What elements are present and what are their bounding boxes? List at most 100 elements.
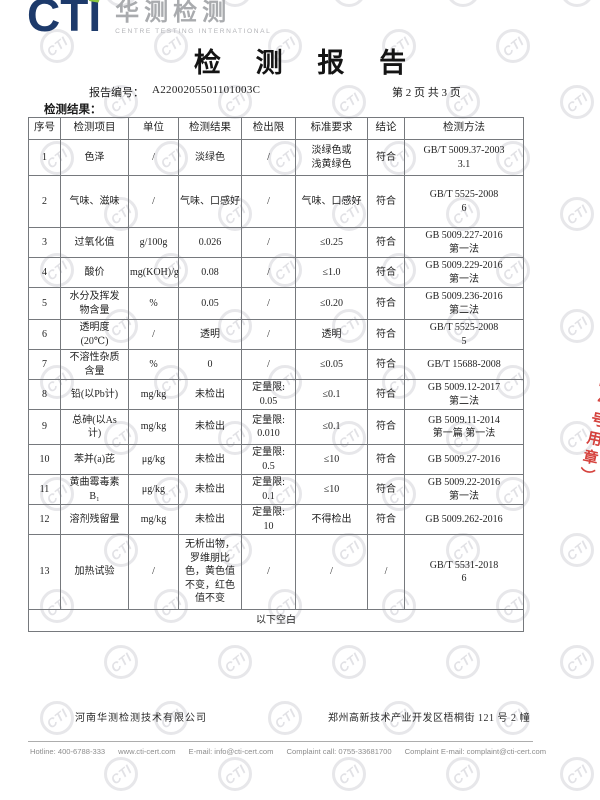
table-cell: / — [241, 257, 296, 288]
seam-seal-stamp: （有限4号用章） — [575, 333, 600, 489]
table-cell: 8 — [28, 379, 61, 410]
table-cell: / — [241, 319, 296, 350]
table-cell: 溶剂残留量 — [60, 504, 129, 535]
table-cell: / — [128, 139, 179, 176]
table-cell: GB/T 5525-2008 5 — [404, 319, 524, 350]
table-cell: 总砷(以As 计) — [60, 409, 129, 445]
table-cell: 透明 — [178, 319, 242, 350]
table-cell: % — [128, 287, 179, 320]
table-cell: / — [128, 319, 179, 350]
table-cell: GB/T 5009.37-2003 3.1 — [404, 139, 524, 176]
col-header-result: 检测结果 — [178, 117, 242, 140]
table-cell: 无析出物， 罗维朋比 色，黄色值 不变，红色 值不变 — [178, 534, 242, 610]
table-blank-note-row: 以下空白 — [28, 609, 524, 632]
contact-line: Hotline: 400-6788-333 www.cti-cert.com E-m… — [30, 747, 570, 756]
table-cell: 符合 — [367, 257, 405, 288]
table-row: 10 苯并(a)芘 μg/kg 未检出 定量限: 0.5 ≤10 符合 GB 5009.27-… — [28, 444, 524, 475]
table-cell: mg/kg — [128, 409, 179, 445]
table-cell: 10 — [28, 444, 61, 475]
col-header-item: 检测项目 — [60, 117, 129, 140]
table-cell: ≤0.1 — [295, 409, 368, 445]
table-cell: ≤10 — [295, 474, 368, 505]
col-header-detection-limit: 检出限 — [241, 117, 296, 140]
table-cell: 透明 — [295, 319, 368, 350]
table-cell: 符合 — [367, 474, 405, 505]
table-cell: / — [241, 349, 296, 380]
table-cell: 气味、口感好 — [295, 175, 368, 228]
table-cell: / — [128, 175, 179, 228]
table-cell: GB 5009.22-2016 第一法 — [404, 474, 524, 505]
table-cell: μg/kg — [128, 444, 179, 475]
table-cell: μg/kg — [128, 474, 179, 505]
cti-logo-english-name: CENTRE TESTING INTERNATIONAL — [115, 28, 272, 36]
table-cell: 0 — [178, 349, 242, 380]
table-cell: ≤0.25 — [295, 227, 368, 258]
table-cell: 苯并(a)芘 — [60, 444, 129, 475]
table-cell: 符合 — [367, 319, 405, 350]
contact-item: Complaint call: 0755-33681700 — [286, 747, 392, 756]
table-cell: g/100g — [128, 227, 179, 258]
table-cell: / — [367, 534, 405, 610]
table-cell: 2 — [28, 175, 61, 228]
table-cell: % — [128, 349, 179, 380]
table-cell: 过氧化值 — [60, 227, 129, 258]
company-name: 河南华测检测技术有限公司 — [75, 713, 207, 724]
table-cell: ≤0.20 — [295, 287, 368, 320]
col-header-method: 检测方法 — [404, 117, 524, 140]
table-cell: 加热试验 — [60, 534, 129, 610]
table-cell: 符合 — [367, 444, 405, 475]
results-section-label: 检测结果： — [44, 104, 102, 116]
footer-divider — [28, 741, 533, 742]
table-cell: 4 — [28, 257, 61, 288]
cti-logo: CTI 华测检测 CENTRE TESTING INTERNATIONAL — [27, 0, 271, 38]
table-cell: 酸价 — [60, 257, 129, 288]
table-cell: 未检出 — [178, 379, 242, 410]
table-cell: 淡绿色或 浅黄绿色 — [295, 139, 368, 176]
table-cell: GB/T 15688-2008 — [404, 349, 524, 380]
page-title: 检 测 报 告 — [193, 48, 421, 78]
col-header-index: 序号 — [28, 117, 61, 140]
table-cell: 未检出 — [178, 474, 242, 505]
table-cell: 符合 — [367, 349, 405, 380]
table-row: 9 总砷(以As 计) mg/kg 未检出 定量限: 0.010 ≤0.1 符合 GB 500… — [28, 409, 524, 445]
table-row: 6 透明度 (20℃) / 透明 / 透明 符合 GB/T 5525-2008 5 — [28, 319, 524, 350]
table-header-row: 序号 检测项目 单位 检测结果 检出限 标准要求 结论 检测方法 — [28, 117, 524, 140]
contact-item: Complaint E-mail: complaint@cti-cert.com — [404, 747, 547, 756]
cti-logo-chinese-name: 华测检测 — [115, 0, 232, 26]
table-cell: / — [241, 534, 296, 610]
table-cell: 符合 — [367, 287, 405, 320]
table-cell: 符合 — [367, 139, 405, 176]
cti-letters: CTI — [27, 0, 102, 41]
table-cell: mg/kg — [128, 504, 179, 535]
table-cell: GB/T 5531-2018 6 — [404, 534, 524, 610]
table-cell: ≤10 — [295, 444, 368, 475]
contact-item: Hotline: 400-6788-333 — [30, 747, 106, 756]
table-cell: GB 5009.11-2014 第一篇 第一法 — [404, 409, 524, 445]
table-row: 8 铅(以Pb计) mg/kg 未检出 定量限: 0.05 ≤0.1 符合 GB 5009.1… — [28, 379, 524, 410]
table-cell: 淡绿色 — [178, 139, 242, 176]
table-cell: / — [241, 287, 296, 320]
results-table: 序号 检测项目 单位 检测结果 检出限 标准要求 结论 检测方法 1 色泽 / 淡绿色… — [28, 117, 524, 632]
table-cell: ≤1.0 — [295, 257, 368, 288]
table-cell: 9 — [28, 409, 61, 445]
table-cell: 12 — [28, 504, 61, 535]
table-cell: 不得检出 — [295, 504, 368, 535]
table-row: 1 色泽 / 淡绿色 / 淡绿色或 浅黄绿色 符合 GB/T 5009.37-2003 3.1 — [28, 139, 524, 176]
table-cell: 符合 — [367, 227, 405, 258]
table-cell: GB 5009.229-2016 第一法 — [404, 257, 524, 288]
report-no-value: A2200205501101003C — [152, 84, 261, 96]
table-cell: GB 5009.262-2016 — [404, 504, 524, 535]
table-cell: GB 5009.12-2017 第二法 — [404, 379, 524, 410]
table-row: 5 水分及挥发 物含量% 0.05/≤0.20 符合 GB 5009.236-2016 … — [28, 287, 524, 320]
table-cell: 定量限: 0.05 — [241, 379, 296, 410]
table-cell: 1 — [28, 139, 61, 176]
table-cell: 7 — [28, 349, 61, 380]
table-cell: GB 5009.27-2016 — [404, 444, 524, 475]
col-header-conclusion: 结论 — [367, 117, 405, 140]
table-cell: 黄曲霉毒素 B₁ — [60, 474, 129, 505]
table-cell: 定量限: 0.010 — [241, 409, 296, 445]
table-cell: mg(KOH)/g — [128, 257, 179, 288]
table-cell: / — [295, 534, 368, 610]
cti-logo-caption: 华测检测 CENTRE TESTING INTERNATIONAL — [115, 0, 271, 35]
